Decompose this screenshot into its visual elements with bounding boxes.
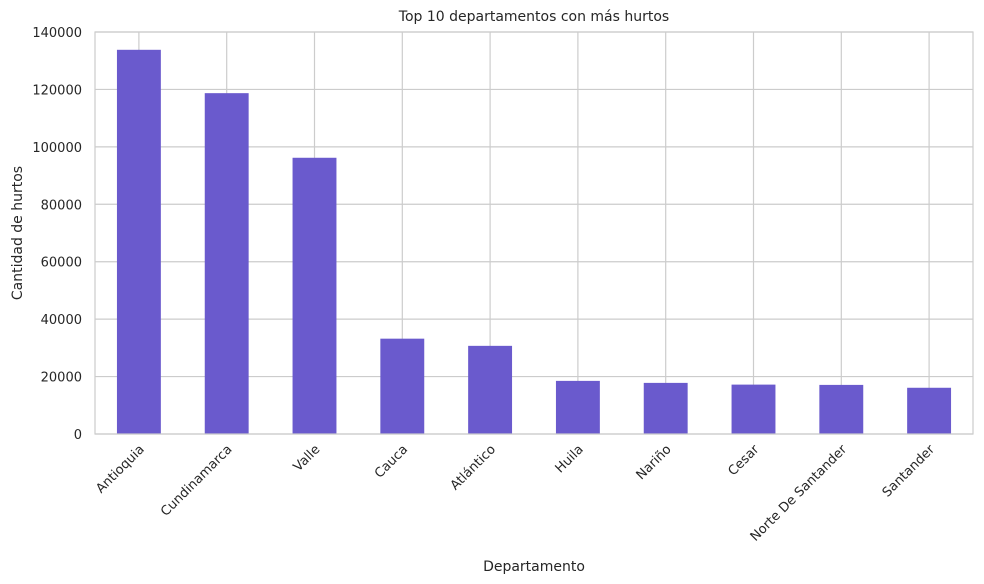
- x-tick-label: Norte De Santander: [748, 442, 851, 545]
- x-tick-label: Antioquia: [93, 442, 147, 496]
- y-tick-label: 100000: [32, 141, 82, 156]
- bar: [731, 384, 776, 434]
- bar: [819, 384, 864, 434]
- y-tick-label: 60000: [41, 256, 82, 271]
- x-tick-label: Santander: [880, 442, 939, 501]
- bars: [116, 49, 952, 435]
- x-tick-label: Huila: [553, 442, 587, 476]
- y-axis-ticks: 0 20000 40000 60000 80000 100000 120000 140000: [32, 26, 82, 443]
- x-tick-label: Cauca: [372, 442, 411, 481]
- x-axis-ticks: Antioquia Cundinamarca Valle Cauca Atlántico…: [93, 442, 938, 545]
- y-tick-label: 80000: [41, 198, 82, 213]
- bar: [468, 345, 513, 434]
- x-tick-label: Nariño: [634, 442, 675, 483]
- bar: [907, 387, 952, 434]
- bar: [555, 380, 600, 434]
- bar: [643, 382, 688, 434]
- bar: [116, 49, 161, 434]
- y-tick-label: 0: [74, 428, 82, 443]
- x-tick-label: Cundinamarca: [158, 442, 235, 519]
- y-tick-label: 40000: [41, 313, 82, 328]
- y-tick-label: 20000: [41, 371, 82, 386]
- chart-title: Top 10 departamentos con más hurtos: [398, 9, 669, 25]
- x-tick-label: Atlántico: [448, 442, 499, 493]
- bar: [204, 93, 249, 434]
- bar: [292, 157, 337, 435]
- y-axis-label: Cantidad de hurtos: [10, 166, 26, 300]
- bar: [380, 338, 425, 434]
- y-tick-label: 120000: [32, 83, 82, 98]
- x-axis-label: Departamento: [483, 559, 585, 575]
- x-tick-label: Valle: [291, 442, 324, 475]
- x-tick-label: Cesar: [725, 442, 762, 479]
- plot-frame: [94, 31, 974, 435]
- y-tick-label: 140000: [32, 26, 82, 41]
